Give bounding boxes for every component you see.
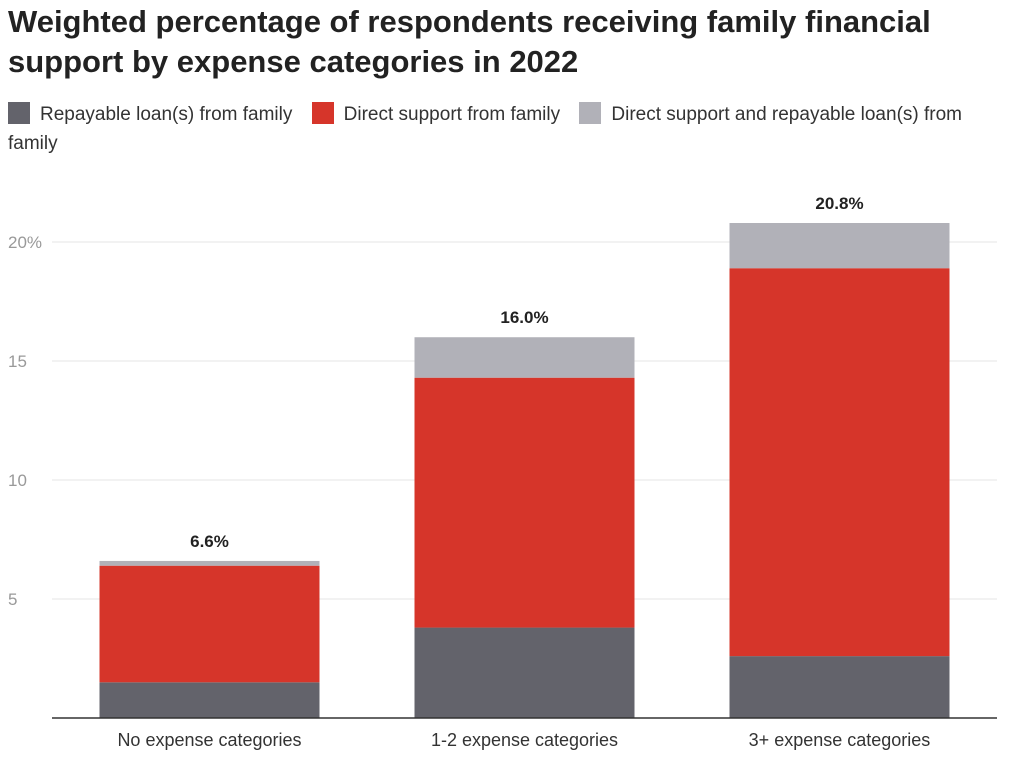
total-label-2: 20.8% [815, 194, 863, 213]
bar-segment-cat2-series0 [729, 656, 950, 718]
legend: Repayable loan(s) from family Direct sup… [8, 100, 998, 158]
total-label-1: 16.0% [500, 308, 548, 327]
x-axis-category-labels: No expense categories 1-2 expense categor… [117, 730, 930, 750]
bar-segment-cat0-series0 [99, 682, 320, 718]
y-tick-label-5: 5 [8, 590, 17, 609]
chart-title: Weighted percentage of respondents recei… [8, 4, 931, 79]
legend-item-repayable-loan: Repayable loan(s) from family [8, 102, 293, 125]
legend-swatch-direct-and-repayable [579, 102, 602, 124]
category-label-1: 1-2 expense categories [431, 730, 618, 750]
bar-segment-cat1-series0 [414, 627, 635, 718]
total-labels: 6.6% 16.0% 20.8% [190, 194, 863, 551]
bars [99, 223, 950, 718]
y-axis-ticks: 5 10 15 20% [8, 233, 42, 609]
bar-segment-cat1-series1 [414, 377, 635, 628]
bar-segment-cat0-series1 [99, 565, 320, 683]
category-label-0: No expense categories [117, 730, 301, 750]
bar-segment-cat0-series2 [99, 560, 320, 566]
total-label-0: 6.6% [190, 532, 229, 551]
bar-segment-cat2-series2 [729, 223, 950, 269]
bar-segment-cat1-series2 [414, 337, 635, 378]
legend-item-direct-support: Direct support from family [311, 102, 561, 125]
legend-item-direct-and-repayable: Direct support and repayable loan(s) fro… [8, 102, 962, 154]
y-tick-label-15: 15 [8, 352, 27, 371]
y-tick-label-10: 10 [8, 471, 27, 490]
legend-label-repayable-loan: Repayable loan(s) from family [40, 104, 293, 125]
category-label-2: 3+ expense categories [749, 730, 931, 750]
bar-segment-cat2-series1 [729, 268, 950, 657]
legend-label-direct-support: Direct support from family [343, 104, 561, 125]
y-tick-label-20: 20% [8, 233, 42, 252]
legend-label-direct-and-repayable: Direct support and repayable loan(s) fro… [8, 104, 962, 154]
legend-swatch-direct-support [311, 102, 334, 124]
legend-swatch-repayable-loan [8, 102, 30, 124]
